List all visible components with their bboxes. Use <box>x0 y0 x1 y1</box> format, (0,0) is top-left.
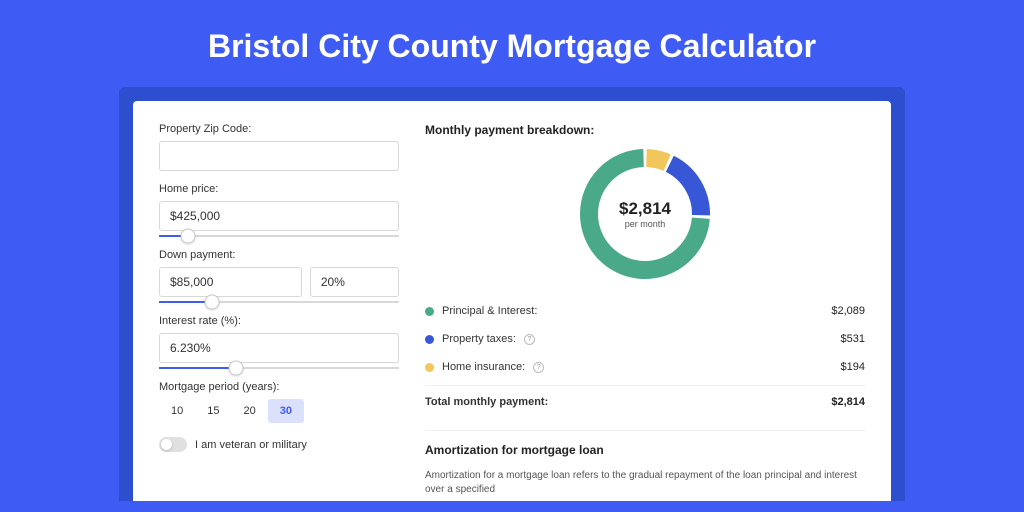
period-field: Mortgage period (years): 10152030 <box>159 381 399 423</box>
legend-total-row: Total monthly payment: $2,814 <box>425 385 865 416</box>
home-price-field: Home price: <box>159 183 399 237</box>
legend-value: $2,089 <box>831 305 865 317</box>
zip-input[interactable] <box>159 141 399 171</box>
down-payment-amount-input[interactable] <box>159 267 302 297</box>
interest-rate-label: Interest rate (%): <box>159 315 399 327</box>
amortization-title: Amortization for mortgage loan <box>425 443 865 457</box>
interest-rate-field: Interest rate (%): <box>159 315 399 369</box>
interest-rate-slider-thumb[interactable] <box>228 361 243 376</box>
donut-amount: $2,814 <box>619 199 671 219</box>
period-tabs: 10152030 <box>159 399 399 423</box>
legend-value: $194 <box>841 361 865 373</box>
interest-rate-slider[interactable] <box>159 367 399 369</box>
page-title: Bristol City County Mortgage Calculator <box>0 0 1024 87</box>
zip-label: Property Zip Code: <box>159 123 399 135</box>
home-price-slider-thumb[interactable] <box>180 229 195 244</box>
breakdown-title: Monthly payment breakdown: <box>425 123 865 137</box>
down-payment-slider[interactable] <box>159 301 399 303</box>
home-price-label: Home price: <box>159 183 399 195</box>
help-icon[interactable]: ? <box>524 334 535 345</box>
donut-chart: $2,814 per month <box>580 149 710 279</box>
donut-sub: per month <box>625 219 666 229</box>
breakdown-column: Monthly payment breakdown: $2,814 per mo… <box>425 123 865 501</box>
legend-dot <box>425 307 434 316</box>
legend-label: Principal & Interest: <box>442 305 537 317</box>
veteran-row: I am veteran or military <box>159 437 399 452</box>
period-tab-10[interactable]: 10 <box>159 399 195 423</box>
down-payment-field: Down payment: <box>159 249 399 303</box>
interest-rate-slider-fill <box>159 367 236 369</box>
legend-value: $531 <box>841 333 865 345</box>
total-label: Total monthly payment: <box>425 396 548 408</box>
zip-field: Property Zip Code: <box>159 123 399 171</box>
home-price-slider[interactable] <box>159 235 399 237</box>
divider <box>425 430 865 431</box>
down-payment-slider-thumb[interactable] <box>204 295 219 310</box>
legend-row: Home insurance:? $194 <box>425 353 865 381</box>
period-tab-30[interactable]: 30 <box>268 399 304 423</box>
form-column: Property Zip Code: Home price: Down paym… <box>159 123 399 501</box>
donut-container: $2,814 per month <box>425 149 865 279</box>
period-label: Mortgage period (years): <box>159 381 399 393</box>
period-tab-15[interactable]: 15 <box>195 399 231 423</box>
home-price-input[interactable] <box>159 201 399 231</box>
donut-center: $2,814 per month <box>580 149 710 279</box>
help-icon[interactable]: ? <box>533 362 544 373</box>
legend-label: Property taxes: <box>442 333 516 345</box>
veteran-toggle[interactable] <box>159 437 187 452</box>
legend: Principal & Interest: $2,089 Property taxe… <box>425 297 865 381</box>
legend-row: Principal & Interest: $2,089 <box>425 297 865 325</box>
legend-row: Property taxes:? $531 <box>425 325 865 353</box>
legend-dot <box>425 335 434 344</box>
down-payment-label: Down payment: <box>159 249 399 261</box>
card-wrapper: Property Zip Code: Home price: Down paym… <box>119 87 905 501</box>
legend-label: Home insurance: <box>442 361 525 373</box>
amortization-text: Amortization for a mortgage loan refers … <box>425 469 865 497</box>
legend-dot <box>425 363 434 372</box>
veteran-label: I am veteran or military <box>195 439 307 451</box>
total-value: $2,814 <box>831 396 865 408</box>
down-payment-pct-input[interactable] <box>310 267 399 297</box>
calculator-card: Property Zip Code: Home price: Down paym… <box>133 101 891 501</box>
interest-rate-input[interactable] <box>159 333 399 363</box>
period-tab-20[interactable]: 20 <box>232 399 268 423</box>
